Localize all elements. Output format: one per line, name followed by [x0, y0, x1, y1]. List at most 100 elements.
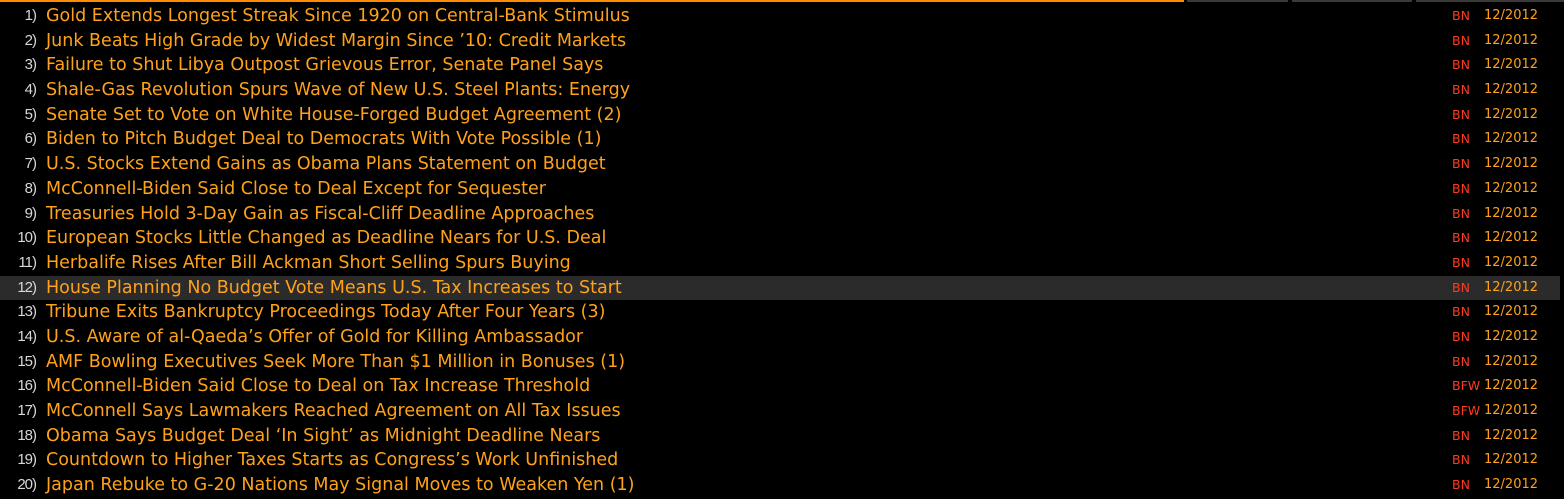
headline-link[interactable]: Japan Rebuke to G-20 Nations May Signal … [46, 475, 635, 496]
date-label: 12/2012 [1484, 205, 1539, 221]
date-label: 12/2012 [1484, 452, 1539, 468]
headline-link[interactable]: Shale-Gas Revolution Spurs Wave of New U… [46, 80, 631, 101]
row-number: 18) [17, 426, 37, 444]
row-number: 17) [17, 402, 37, 419]
news-row[interactable]: 5) Senate Set to Vote on White House-Forg… [0, 103, 1560, 128]
news-row[interactable]: 4) Shale-Gas Revolution Spurs Wave of New… [0, 78, 1560, 103]
date-label: 12/2012 [1484, 477, 1539, 493]
news-row[interactable]: 3) Failure to Shut Libya Outpost Grievous… [0, 53, 1560, 78]
tab-indicator [1292, 0, 1412, 2]
tab-indicator [1187, 0, 1288, 2]
headline-link[interactable]: McConnell-Biden Said Close to Deal on Ta… [46, 376, 591, 397]
headline-link[interactable]: European Stocks Little Changed as Deadli… [46, 228, 607, 249]
news-row[interactable]: 16) McConnell-Biden Said Close to Deal on… [0, 374, 1560, 399]
date-label: 12/2012 [1484, 328, 1539, 344]
source-code: BN [1452, 131, 1470, 147]
source-code: BN [1452, 353, 1470, 369]
headline-link[interactable]: House Planning No Budget Vote Means U.S.… [46, 277, 622, 298]
source-code: BN [1452, 477, 1470, 493]
news-row[interactable]: 18) Obama Says Budget Deal ‘In Sight’ as … [0, 424, 1560, 449]
headline-link[interactable]: McConnell-Biden Said Close to Deal Excep… [46, 178, 546, 199]
news-row[interactable]: 6) Biden to Pitch Budget Deal to Democrat… [0, 127, 1560, 152]
headline-link[interactable]: Senate Set to Vote on White House-Forged… [46, 104, 622, 125]
headline-link[interactable]: Treasuries Hold 3-Day Gain as Fiscal-Cli… [46, 203, 595, 224]
news-row[interactable]: 17) McConnell Says Lawmakers Reached Agre… [0, 399, 1560, 424]
date-label: 12/2012 [1484, 304, 1539, 320]
headline-link[interactable]: Obama Says Budget Deal ‘In Sight’ as Mid… [46, 425, 601, 446]
source-code: BN [1452, 156, 1470, 172]
date-label: 12/2012 [1484, 131, 1539, 147]
news-row[interactable]: 9) Treasuries Hold 3-Day Gain as Fiscal-C… [0, 202, 1560, 227]
headline-link[interactable]: U.S. Stocks Extend Gains as Obama Plans … [46, 154, 606, 175]
date-label: 12/2012 [1484, 378, 1539, 394]
headline-link[interactable]: Countdown to Higher Taxes Starts as Cong… [46, 450, 619, 471]
headline-link[interactable]: Biden to Pitch Budget Deal to Democrats … [46, 129, 602, 150]
source-code: BN [1452, 106, 1470, 122]
headline-link[interactable]: AMF Bowling Executives Seek More Than $1… [46, 351, 626, 372]
date-label: 12/2012 [1484, 230, 1539, 246]
row-number: 1) [24, 7, 37, 24]
headline-link[interactable]: Junk Beats High Grade by Widest Margin S… [46, 30, 627, 51]
date-label: 12/2012 [1484, 8, 1539, 23]
date-label: 12/2012 [1484, 156, 1539, 172]
news-row[interactable]: 10) European Stocks Little Changed as Dea… [0, 226, 1560, 251]
row-number: 12) [17, 278, 37, 296]
source-code: BN [1452, 279, 1470, 295]
date-label: 12/2012 [1484, 254, 1539, 270]
date-label: 12/2012 [1484, 427, 1539, 443]
row-number: 7) [24, 155, 37, 173]
row-number: 4) [24, 81, 37, 99]
news-row[interactable]: 15) AMF Bowling Executives Seek More Than… [0, 350, 1560, 375]
news-row[interactable]: 19) Countdown to Higher Taxes Starts as C… [0, 448, 1560, 473]
news-row[interactable]: 7) U.S. Stocks Extend Gains as Obama Plan… [0, 152, 1560, 177]
row-number: 15) [17, 352, 37, 370]
news-headline-list: 1) Gold Extends Longest Streak Since 1920… [0, 4, 1560, 498]
news-row[interactable]: 1) Gold Extends Longest Streak Since 1920… [0, 4, 1560, 29]
headline-link[interactable]: Failure to Shut Libya Outpost Grievous E… [46, 55, 604, 76]
headline-link[interactable]: Gold Extends Longest Streak Since 1920 o… [46, 6, 630, 26]
source-code: BN [1452, 328, 1470, 344]
date-label: 12/2012 [1484, 106, 1539, 122]
row-number: 2) [24, 31, 37, 49]
source-code: BN [1452, 427, 1470, 443]
date-label: 12/2012 [1484, 32, 1539, 48]
source-code: BN [1452, 82, 1470, 98]
row-number: 13) [17, 303, 37, 321]
row-number: 19) [17, 451, 37, 469]
news-row[interactable]: 2) Junk Beats High Grade by Widest Margin… [0, 29, 1560, 54]
row-number: 16) [17, 377, 37, 395]
news-row[interactable]: 13) Tribune Exits Bankruptcy Proceedings … [0, 300, 1560, 325]
source-code: BN [1452, 180, 1470, 196]
source-code: BFW [1452, 403, 1481, 418]
source-code: BN [1452, 254, 1470, 270]
row-number: 5) [24, 105, 37, 123]
source-code: BFW [1452, 378, 1481, 394]
active-tab-indicator [0, 0, 1184, 2]
row-number: 14) [17, 327, 37, 345]
news-row-selected[interactable]: 12) House Planning No Budget Vote Means U… [0, 275, 1560, 301]
news-row[interactable]: 14) U.S. Aware of al-Qaeda’s Offer of Gol… [0, 325, 1560, 350]
source-code: BN [1452, 8, 1470, 23]
news-row[interactable]: 8) McConnell-Biden Said Close to Deal Exc… [0, 177, 1560, 202]
row-number: 9) [24, 204, 37, 222]
source-code: BN [1452, 205, 1470, 221]
headline-link[interactable]: McConnell Says Lawmakers Reached Agreeme… [46, 401, 621, 421]
row-number: 3) [24, 56, 37, 74]
row-number: 6) [24, 130, 37, 148]
date-label: 12/2012 [1484, 353, 1539, 369]
headline-link[interactable]: U.S. Aware of al-Qaeda’s Offer of Gold f… [46, 326, 584, 347]
date-label: 12/2012 [1484, 403, 1539, 418]
headline-link[interactable]: Tribune Exits Bankruptcy Proceedings Tod… [46, 302, 606, 323]
source-code: BN [1452, 230, 1470, 246]
top-accent-bar [0, 0, 1564, 3]
tab-indicator [1416, 0, 1564, 2]
row-number: 11) [18, 253, 37, 271]
source-code: BN [1452, 32, 1470, 48]
date-label: 12/2012 [1484, 279, 1539, 295]
source-code: BN [1452, 57, 1470, 73]
headline-link[interactable]: Herbalife Rises After Bill Ackman Short … [46, 252, 571, 273]
row-number: 10) [17, 229, 37, 247]
news-row[interactable]: 20) Japan Rebuke to G-20 Nations May Sign… [0, 473, 1560, 498]
news-row[interactable]: 11) Herbalife Rises After Bill Ackman Sho… [0, 251, 1560, 276]
row-number: 20) [17, 476, 37, 494]
